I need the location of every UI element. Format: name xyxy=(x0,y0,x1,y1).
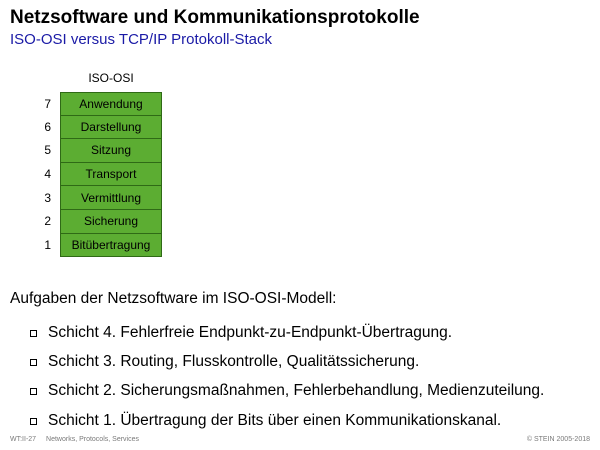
osi-layer-3: 3 Vermittlung xyxy=(44,186,162,210)
slide-title: Netzsoftware und Kommunikationsprotokoll… xyxy=(10,7,420,28)
square-bullet-icon xyxy=(30,329,37,337)
osi-layer-2: 2 Sicherung xyxy=(44,209,162,234)
list-item-text: Schicht 1. Übertragung der Bits über ein… xyxy=(48,411,502,429)
tasks-list: Schicht 4. Fehlerfreie Endpunkt-zu-Endpu… xyxy=(30,318,544,435)
list-item-text: Schicht 3. Routing, Flusskontrolle, Qual… xyxy=(48,352,420,370)
square-bullet-icon xyxy=(30,388,37,396)
list-item-text: Schicht 4. Fehlerfreie Endpunkt-zu-Endpu… xyxy=(48,323,453,341)
footer-page-ref: WT:II-27 xyxy=(10,436,37,443)
layer-name: Sitzung xyxy=(90,143,132,158)
tasks-heading: Aufgaben der Netzsoftware im ISO-OSI-Mod… xyxy=(10,290,337,307)
osi-stack: 7 Anwendung 6 Darstellung 5 Sitzung 4 Tr… xyxy=(44,92,162,258)
layer-number: 1 xyxy=(44,237,51,252)
footer-left: WT:II-27 Networks, Protocols, Services xyxy=(10,436,147,443)
osi-layer-4: 4 Transport xyxy=(44,162,162,187)
square-bullet-icon xyxy=(30,358,37,366)
layer-name: Anwendung xyxy=(79,96,143,111)
osi-layer-1: 1 Bitübertragung xyxy=(44,233,162,258)
list-item: Schicht 2. Sicherungsmaßnahmen, Fehlerbe… xyxy=(30,377,544,406)
slide-subtitle: ISO-OSI versus TCP/IP Protokoll-Stack xyxy=(10,31,273,48)
list-item: Schicht 1. Übertragung der Bits über ein… xyxy=(30,406,544,435)
layer-name: Vermittlung xyxy=(80,190,142,205)
layer-name: Sicherung xyxy=(83,214,139,229)
osi-layer-7: 7 Anwendung xyxy=(44,92,162,116)
layer-number: 6 xyxy=(44,119,51,134)
layer-name: Transport xyxy=(85,167,137,182)
footer-section: Networks, Protocols, Services xyxy=(46,436,139,443)
osi-layer-5: 5 Sitzung xyxy=(44,139,162,163)
layer-number: 2 xyxy=(44,214,51,229)
layer-number: 3 xyxy=(44,190,51,205)
layer-name: Bitübertragung xyxy=(71,237,151,252)
list-item: Schicht 3. Routing, Flusskontrolle, Qual… xyxy=(30,347,544,376)
layer-number: 5 xyxy=(44,143,51,158)
osi-layer-6: 6 Darstellung xyxy=(44,115,162,140)
list-item: Schicht 4. Fehlerfreie Endpunkt-zu-Endpu… xyxy=(30,318,544,347)
footer-copyright: © STEIN 2005-2018 xyxy=(526,436,590,443)
layer-number: 4 xyxy=(44,167,51,182)
square-bullet-icon xyxy=(30,417,37,425)
layer-name: Darstellung xyxy=(80,119,142,134)
layer-number: 7 xyxy=(44,96,51,111)
list-item-text: Schicht 2. Sicherungsmaßnahmen, Fehlerbe… xyxy=(48,382,545,400)
osi-stack-caption: ISO-OSI xyxy=(88,71,134,85)
